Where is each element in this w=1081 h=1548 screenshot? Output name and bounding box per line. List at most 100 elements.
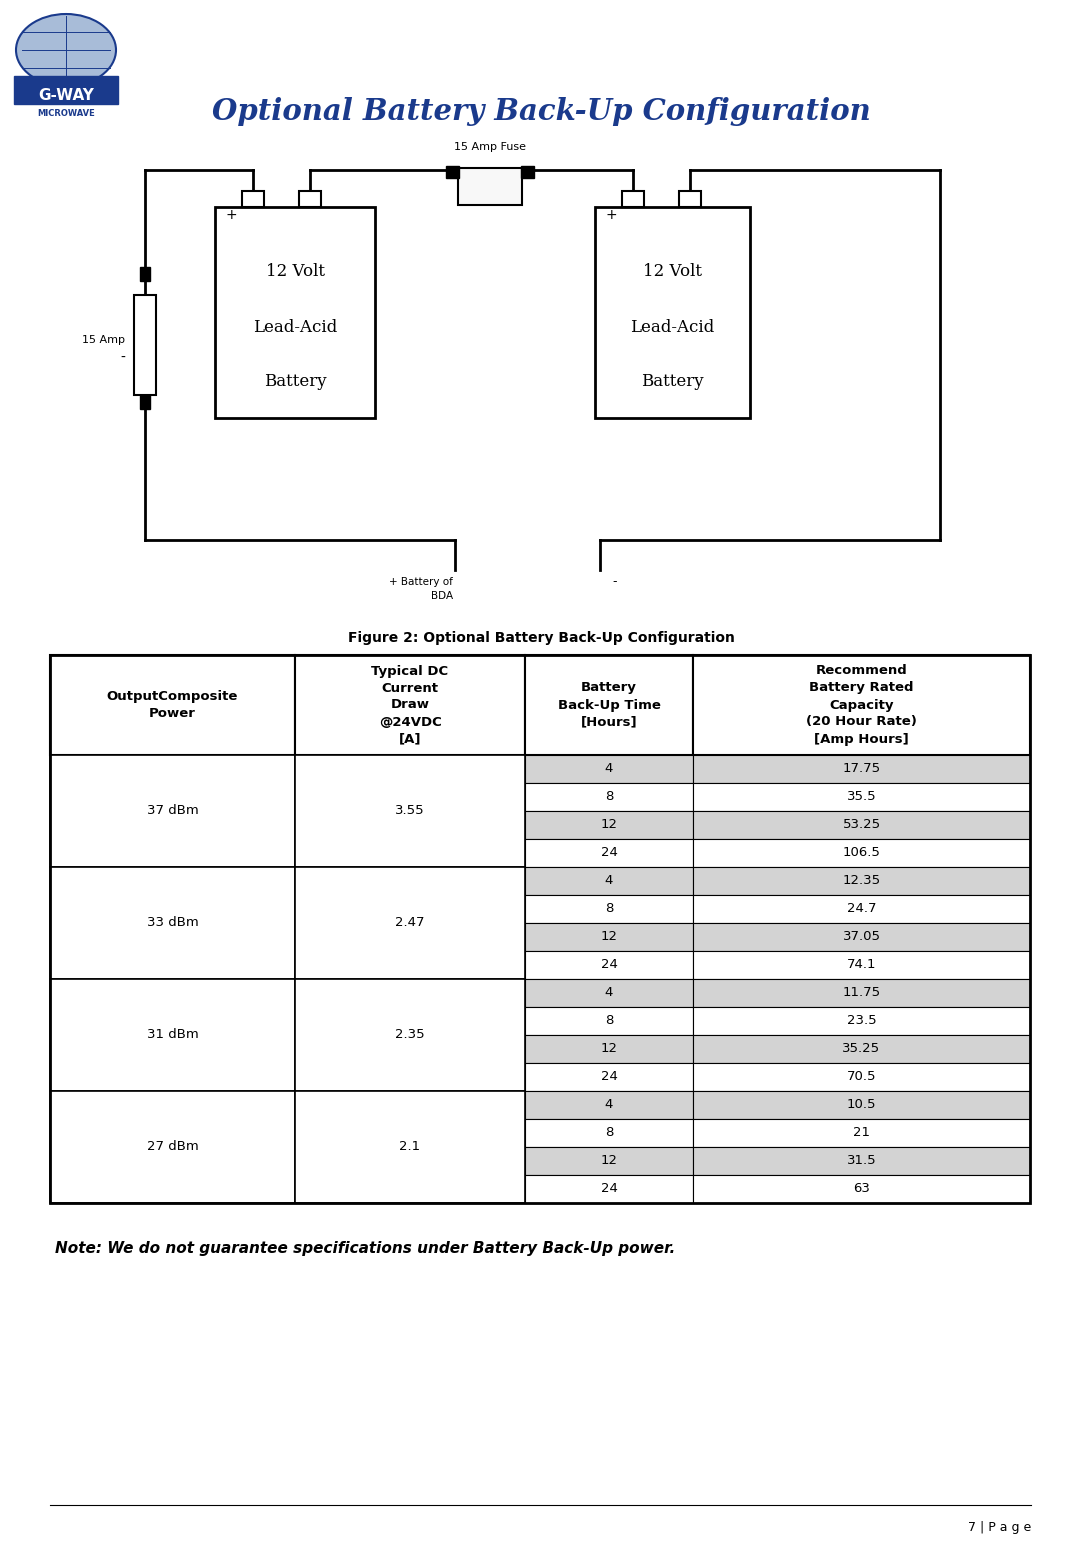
Bar <box>295 895 525 923</box>
Text: 8: 8 <box>604 1014 613 1028</box>
Bar <box>693 1036 1030 1063</box>
Bar <box>14 76 118 104</box>
Text: 4: 4 <box>604 1099 613 1111</box>
Bar <box>525 923 693 950</box>
Text: 4: 4 <box>604 986 613 1000</box>
Text: MICROWAVE: MICROWAVE <box>37 110 95 119</box>
Text: 27 dBm: 27 dBm <box>147 1141 199 1153</box>
Bar <box>295 755 525 867</box>
Text: -: - <box>120 351 125 365</box>
Bar <box>525 755 693 783</box>
Bar <box>693 950 1030 978</box>
Bar <box>295 923 525 950</box>
Bar <box>50 755 295 867</box>
Text: 37.05: 37.05 <box>842 930 881 943</box>
Text: 23.5: 23.5 <box>846 1014 877 1028</box>
Bar <box>50 811 295 839</box>
Bar <box>50 978 295 1091</box>
Bar <box>295 1147 525 1175</box>
Text: 12.35: 12.35 <box>842 875 881 887</box>
Bar <box>295 867 525 978</box>
Text: Lead-Acid: Lead-Acid <box>630 319 715 336</box>
Bar <box>525 1091 693 1119</box>
Bar <box>50 1091 295 1119</box>
Text: 12 Volt: 12 Volt <box>643 263 702 280</box>
Bar <box>458 169 522 204</box>
Bar <box>525 895 693 923</box>
Text: Lead-Acid: Lead-Acid <box>253 319 337 336</box>
Bar <box>679 190 700 207</box>
Text: 33 dBm: 33 dBm <box>147 916 199 929</box>
Text: Typical DC
Current
Draw
@24VDC
[A]: Typical DC Current Draw @24VDC [A] <box>372 664 449 746</box>
Bar <box>50 978 295 1008</box>
Text: Battery
Back-Up Time
[Hours]: Battery Back-Up Time [Hours] <box>558 681 660 729</box>
Text: 15 Amp Fuse: 15 Amp Fuse <box>454 142 526 152</box>
Text: 12: 12 <box>601 1155 617 1167</box>
Text: Battery: Battery <box>641 373 704 390</box>
Bar <box>50 1091 295 1203</box>
Bar <box>525 1063 693 1091</box>
Text: 35.5: 35.5 <box>846 791 877 803</box>
Text: 106.5: 106.5 <box>842 847 880 859</box>
Text: 31 dBm: 31 dBm <box>147 1028 199 1042</box>
Bar <box>50 1147 295 1175</box>
Bar <box>525 950 693 978</box>
Text: 2.1: 2.1 <box>400 1141 421 1153</box>
Text: +: + <box>225 207 237 221</box>
Bar <box>295 867 525 895</box>
Bar <box>525 811 693 839</box>
Bar <box>693 783 1030 811</box>
Text: +: + <box>605 207 617 221</box>
Text: 15 Amp: 15 Amp <box>82 334 125 345</box>
Bar <box>295 950 525 978</box>
Bar <box>215 207 375 418</box>
Text: 35.25: 35.25 <box>842 1042 881 1056</box>
Text: 3.55: 3.55 <box>396 805 425 817</box>
Bar <box>295 978 525 1091</box>
Bar <box>242 190 264 207</box>
Bar <box>295 1091 525 1119</box>
Bar <box>295 755 525 783</box>
Bar <box>295 1175 525 1203</box>
Bar <box>525 1119 693 1147</box>
Bar <box>525 655 693 755</box>
Text: 10.5: 10.5 <box>846 1099 877 1111</box>
Bar <box>50 867 295 895</box>
Bar <box>50 655 295 755</box>
Bar <box>693 867 1030 895</box>
Text: 17.75: 17.75 <box>842 763 881 776</box>
Bar <box>693 923 1030 950</box>
Bar <box>693 1063 1030 1091</box>
Text: 12: 12 <box>601 930 617 943</box>
Ellipse shape <box>16 14 116 87</box>
Text: Figure 2: Optional Battery Back-Up Configuration: Figure 2: Optional Battery Back-Up Confi… <box>348 632 734 646</box>
Bar <box>295 1063 525 1091</box>
Text: Note: We do not guarantee specifications under Battery Back-Up power.: Note: We do not guarantee specifications… <box>55 1240 676 1255</box>
Bar <box>693 1147 1030 1175</box>
Text: 12 Volt: 12 Volt <box>266 263 324 280</box>
Text: 2.35: 2.35 <box>396 1028 425 1042</box>
Bar <box>693 1175 1030 1203</box>
Text: Recommend
Battery Rated
Capacity
(20 Hour Rate)
[Amp Hours]: Recommend Battery Rated Capacity (20 Hou… <box>806 664 917 746</box>
Bar <box>295 783 525 811</box>
Text: Optional Battery Back-Up Configuration: Optional Battery Back-Up Configuration <box>212 98 870 127</box>
Text: 21: 21 <box>853 1127 870 1139</box>
Bar <box>295 1119 525 1147</box>
Bar <box>693 839 1030 867</box>
Bar <box>295 1008 525 1036</box>
Bar <box>525 783 693 811</box>
Bar <box>595 207 750 418</box>
Bar <box>525 978 693 1008</box>
Text: + Battery of: + Battery of <box>389 577 453 587</box>
Bar <box>693 1091 1030 1119</box>
Text: 24: 24 <box>601 1183 617 1195</box>
Text: G-WAY: G-WAY <box>38 88 94 104</box>
Bar <box>622 190 644 207</box>
Bar <box>50 783 295 811</box>
Bar <box>50 1036 295 1063</box>
Bar <box>295 655 525 755</box>
Text: 12: 12 <box>601 1042 617 1056</box>
Bar <box>50 655 1030 1203</box>
Bar <box>50 1175 295 1203</box>
Bar <box>141 266 150 282</box>
